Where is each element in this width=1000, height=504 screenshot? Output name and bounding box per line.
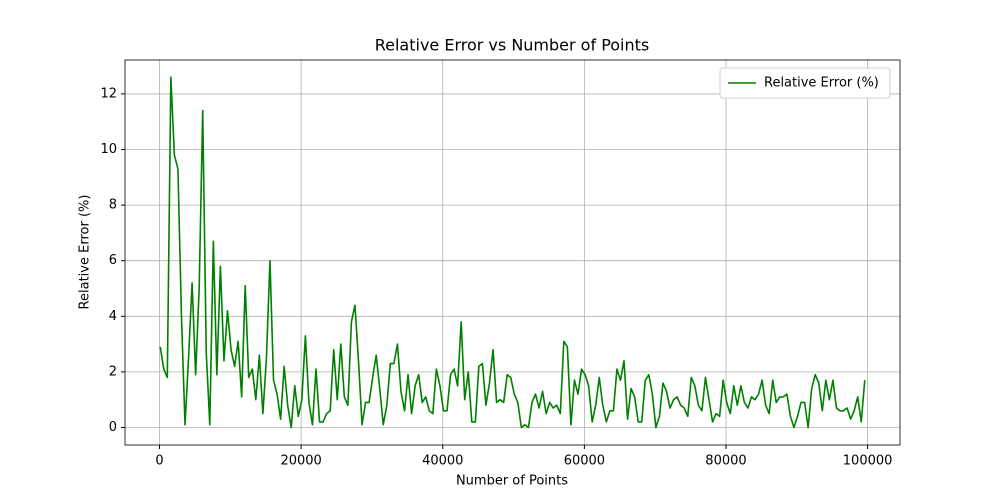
- y-tick-label: 8: [109, 198, 117, 213]
- x-tick-label: 20000: [280, 454, 321, 469]
- x-tick-label: 40000: [422, 454, 463, 469]
- x-tick-label: 80000: [705, 454, 746, 469]
- y-axis-label: Relative Error (%): [78, 195, 93, 310]
- legend-label: Relative Error (%): [764, 76, 879, 91]
- chart-title: Relative Error vs Number of Points: [375, 36, 650, 55]
- x-tick-label: 0: [155, 454, 163, 469]
- y-tick-label: 10: [100, 142, 117, 157]
- x-tick-label: 100000: [843, 454, 893, 469]
- data-line: [159, 76, 866, 429]
- y-tick-label: 0: [109, 420, 117, 435]
- x-tick-label: 60000: [564, 454, 605, 469]
- y-tick-label: 12: [100, 86, 117, 101]
- legend-box: [719, 67, 891, 99]
- y-tick-label: 4: [109, 309, 117, 324]
- axes-frame: [124, 59, 901, 446]
- y-tick-label: 2: [109, 364, 117, 379]
- x-axis-label: Number of Points: [456, 474, 568, 489]
- y-tick-label: 6: [109, 253, 117, 268]
